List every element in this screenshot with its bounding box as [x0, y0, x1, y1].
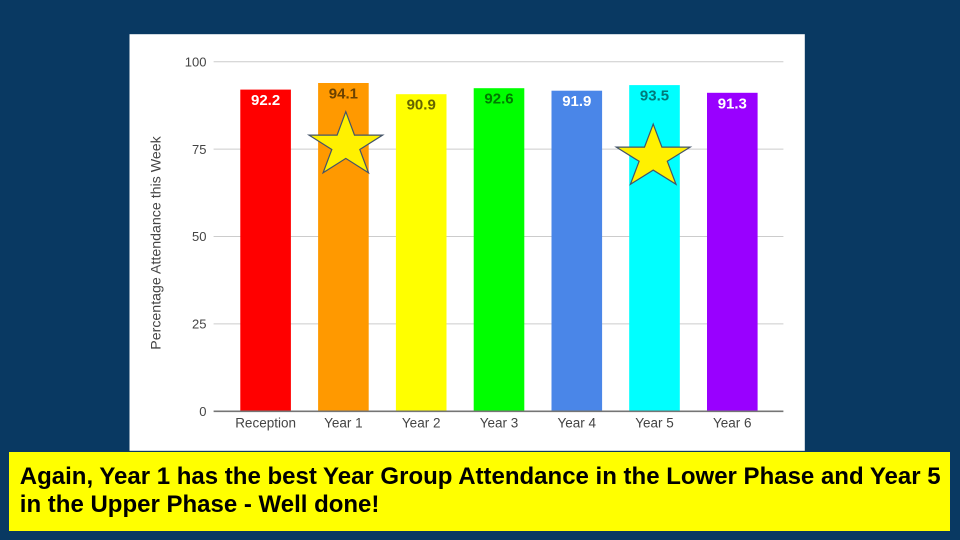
svg-text:92.2: 92.2 [251, 92, 280, 109]
svg-text:0: 0 [199, 404, 206, 419]
svg-text:75: 75 [192, 142, 206, 157]
svg-text:Year 4: Year 4 [558, 416, 597, 431]
svg-text:94.1: 94.1 [329, 86, 358, 103]
svg-text:Percentage Attendance this Wee: Percentage Attendance this Week [149, 135, 165, 349]
svg-text:90.9: 90.9 [407, 97, 436, 114]
svg-text:Year 3: Year 3 [480, 416, 519, 431]
svg-text:25: 25 [192, 317, 206, 332]
svg-text:Reception: Reception [235, 416, 296, 431]
svg-text:Year 1: Year 1 [324, 416, 363, 431]
svg-text:Year 2: Year 2 [402, 416, 441, 431]
svg-text:Year 6: Year 6 [713, 416, 752, 431]
svg-text:Year 5: Year 5 [635, 416, 674, 431]
svg-text:93.5: 93.5 [640, 88, 669, 105]
svg-text:50: 50 [192, 229, 206, 244]
svg-text:100: 100 [185, 54, 207, 69]
svg-text:91.9: 91.9 [562, 93, 591, 110]
svg-text:92.6: 92.6 [484, 91, 513, 108]
svg-text:91.3: 91.3 [718, 95, 747, 112]
